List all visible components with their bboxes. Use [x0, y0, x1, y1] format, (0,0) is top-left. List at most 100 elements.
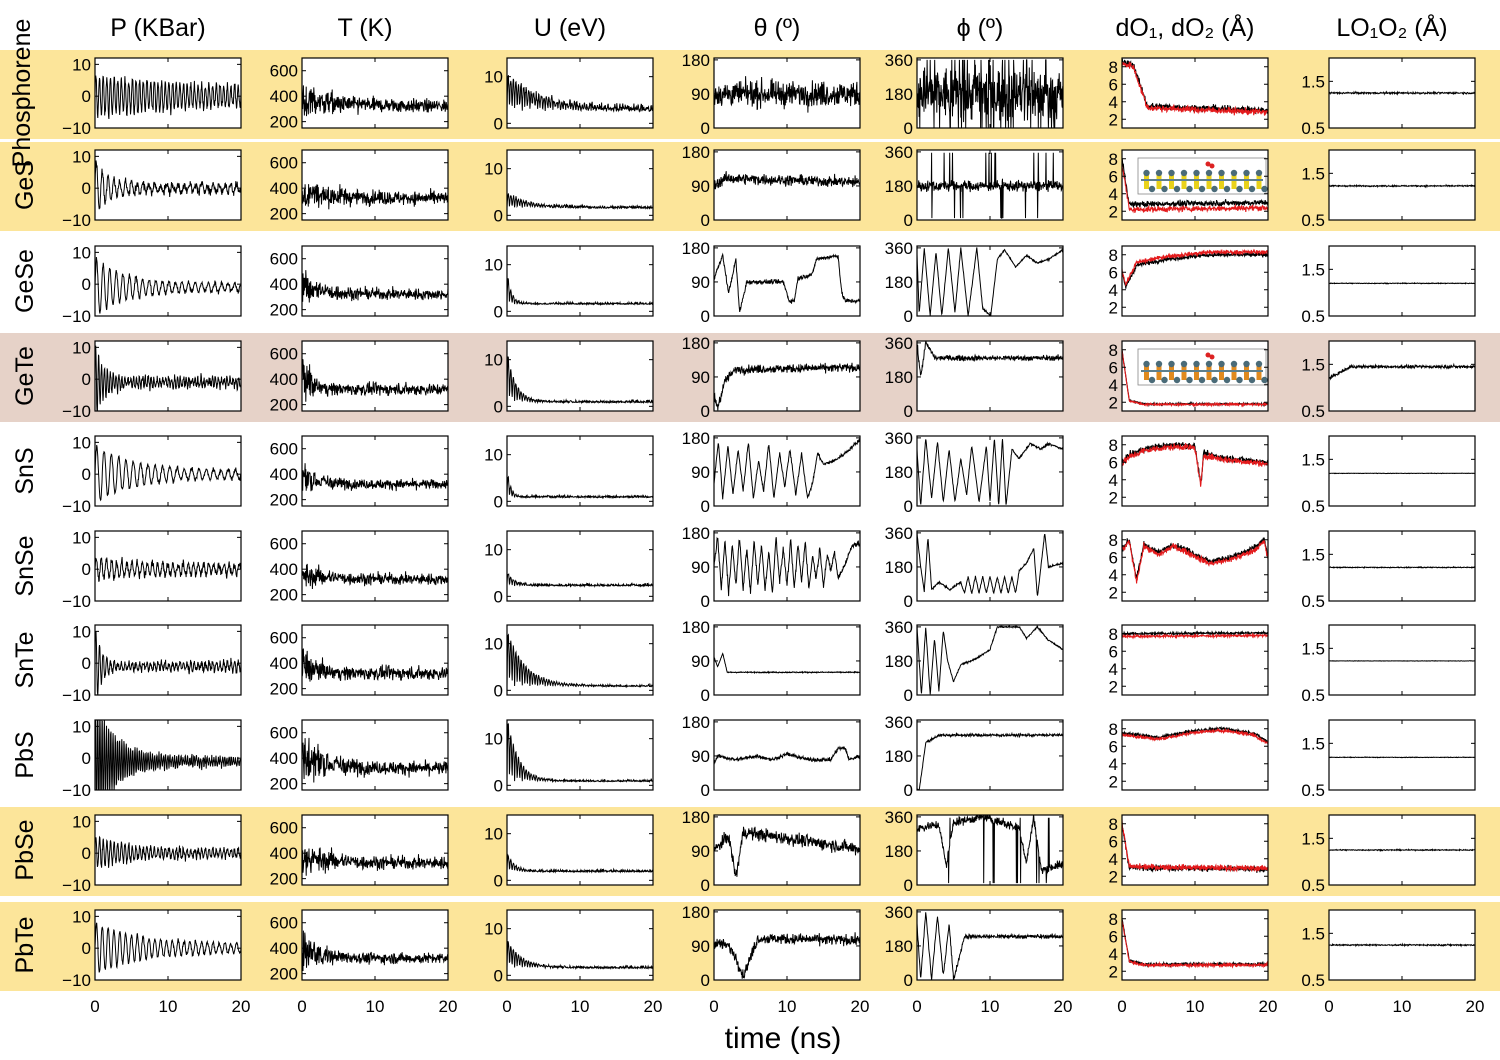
y-tick-label: 10	[484, 446, 503, 465]
panel-background	[1329, 436, 1475, 506]
panel-background	[714, 625, 860, 695]
series-line	[95, 835, 241, 868]
y-tick-label: 4	[1109, 850, 1118, 869]
y-tick-label: 0	[494, 966, 503, 985]
y-tick-label: −10	[62, 119, 91, 138]
series-line	[95, 720, 241, 790]
row-label-snte: SnTe	[11, 632, 39, 689]
panel-background	[507, 815, 653, 885]
y-tick-label: −10	[62, 497, 91, 516]
y-tick-label: 180	[682, 618, 710, 637]
y-tick-label: 0	[904, 402, 913, 421]
panel-background	[302, 246, 448, 316]
y-tick-label: 360	[885, 334, 913, 353]
y-tick-label: 200	[270, 870, 298, 889]
y-tick-label: 4	[1109, 755, 1118, 774]
y-tick-label: 200	[270, 113, 298, 132]
y-tick-label: 90	[691, 842, 710, 861]
panel-snse-theta: 180 90 0	[682, 524, 861, 611]
o2-molecule	[1205, 161, 1211, 167]
y-tick-label: 180	[682, 808, 710, 827]
y-tick-label: 90	[691, 463, 710, 482]
panel-background	[95, 625, 241, 695]
y-tick-label: 1.5	[1301, 355, 1325, 374]
y-tick-label: 360	[885, 51, 913, 70]
y-tick-label: 8	[1109, 58, 1118, 77]
x-axis-label: time (ns)	[725, 1022, 842, 1055]
panel-gete-theta: 180 90 0	[682, 334, 861, 421]
atom	[1143, 169, 1150, 177]
row-label-pbs: PbS	[11, 731, 39, 778]
y-tick-label: 10	[72, 622, 91, 641]
y-tick-label: 2	[1109, 962, 1118, 981]
panel-pbs-phi: 360 180 0	[885, 713, 1064, 800]
panel-phosphorene-U: 10 0	[484, 57, 654, 133]
panel-pbte-phi: 360 180 0 0 10 20	[885, 903, 1073, 1016]
series-line	[302, 85, 448, 117]
x-tick-label: 20	[1054, 997, 1073, 1016]
panel-background	[1329, 246, 1475, 316]
x-tick-label: 20	[1259, 997, 1278, 1016]
panel-background	[302, 625, 448, 695]
y-tick-label: 0	[82, 370, 91, 389]
x-tick-label: 0	[1117, 997, 1126, 1016]
atom	[1155, 360, 1163, 368]
panel-background	[917, 246, 1063, 316]
series-line	[714, 76, 860, 113]
y-tick-label: 4	[1109, 471, 1118, 490]
row-label-pbte: PbTe	[11, 917, 39, 974]
series-line	[1329, 90, 1475, 96]
series-line	[95, 444, 241, 502]
y-tick-label: 2	[1109, 393, 1118, 412]
y-tick-label: 6	[1109, 927, 1118, 946]
panel-sns-L: 1.5 0.5	[1301, 435, 1476, 516]
y-tick-label: 10	[72, 528, 91, 547]
y-tick-label: 180	[885, 747, 913, 766]
y-tick-label: 0	[494, 681, 503, 700]
series-line	[507, 853, 653, 874]
y-tick-label: 4	[1109, 281, 1118, 300]
y-tick-label: 2	[1109, 583, 1118, 602]
y-tick-label: 180	[885, 652, 913, 671]
series-line	[1329, 942, 1475, 948]
y-tick-label: 2	[1109, 772, 1118, 791]
y-tick-label: 1.5	[1301, 164, 1325, 183]
series-line	[95, 922, 241, 973]
atom	[1236, 185, 1243, 193]
y-tick-label: 400	[270, 370, 298, 389]
y-tick-label: 8	[1109, 246, 1118, 265]
y-tick-label: 180	[682, 143, 710, 162]
y-tick-label: 0	[701, 781, 710, 800]
panel-phosphorene-P: 10 0 −10	[62, 55, 242, 138]
atom	[1180, 169, 1188, 177]
panel-background	[507, 720, 653, 790]
column-titles: P (KBar) T (K) U (eV) θ (º) ϕ (º) dO₁, dO₂ (Å…	[110, 12, 1447, 42]
series-line	[302, 463, 448, 492]
series-line	[1329, 565, 1475, 569]
y-tick-label: 8	[1109, 341, 1118, 360]
series-line	[917, 439, 1063, 505]
panel-background	[1122, 910, 1268, 980]
y-tick-label: 600	[270, 440, 298, 459]
series-line	[302, 930, 448, 971]
y-tick-label: 4	[1109, 185, 1118, 204]
panel-background	[1329, 531, 1475, 601]
atom	[1148, 376, 1156, 384]
y-tick-label: 10	[72, 907, 91, 926]
series-line	[1329, 660, 1475, 662]
y-tick-label: 10	[484, 160, 503, 179]
panel-phosphorene-L: 1.5 0.5	[1301, 57, 1476, 138]
panel-background	[1329, 625, 1475, 695]
y-tick-label: 0	[904, 119, 913, 138]
panel-pbte-U: 10 0 0 10 20	[484, 909, 662, 1016]
x-tick-label: 10	[981, 997, 1000, 1016]
panel-snte-L: 1.5 0.5	[1301, 624, 1476, 705]
y-tick-label: 10	[484, 730, 503, 749]
y-tick-label: 4	[1109, 566, 1118, 585]
series-line	[95, 631, 241, 695]
o2-molecule	[1209, 163, 1215, 169]
series-line	[1329, 183, 1475, 189]
y-tick-label: 180	[682, 524, 710, 543]
y-tick-label: −10	[62, 971, 91, 990]
